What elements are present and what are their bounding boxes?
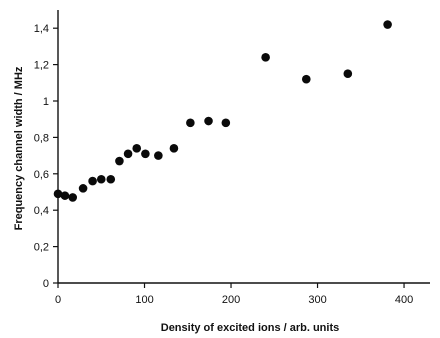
x-tick-label: 100: [135, 294, 153, 306]
data-point: [204, 116, 213, 126]
data-point: [132, 144, 142, 153]
data-point: [169, 144, 179, 153]
x-tick-label: 0: [55, 294, 61, 306]
axes: [57, 10, 430, 284]
data-point: [88, 176, 97, 186]
y-tick-label: 1,2: [34, 60, 49, 72]
y-tick-label: 0,6: [34, 169, 49, 181]
y-axis-label: Frequency channel width / MHz: [13, 66, 25, 230]
y-tick-label: 0,4: [34, 205, 49, 217]
y-tick-label: 0: [43, 278, 49, 290]
y-ticks: 0 0,2 0,4 0,6 0,8 1 1,2 1,4: [34, 23, 58, 290]
x-tick-label: 400: [395, 294, 413, 306]
y-tick-label: 0,8: [34, 132, 49, 144]
data-point: [115, 156, 124, 166]
data-point: [343, 69, 353, 78]
y-tick-label: 0,2: [34, 242, 49, 254]
data-point: [123, 149, 133, 159]
data-point: [53, 189, 63, 199]
data-point: [96, 174, 106, 184]
x-axis-label: Density of excited ions / arb. units: [161, 322, 339, 334]
y-tick-label: 1: [43, 96, 49, 108]
x-ticks: 0 100 200 300 400: [55, 283, 413, 306]
y-tick-label: 1,4: [34, 23, 49, 35]
data-point: [261, 53, 270, 62]
data-point: [154, 151, 163, 160]
data-point: [186, 118, 195, 128]
data-point: [221, 118, 231, 128]
data-point: [301, 74, 311, 84]
data-point: [141, 149, 150, 159]
data-point: [78, 184, 88, 193]
data-point: [383, 20, 392, 29]
x-tick-label: 300: [308, 294, 326, 306]
data-points: [53, 20, 392, 202]
data-point: [106, 174, 116, 184]
x-tick-label: 200: [222, 294, 240, 306]
data-point: [60, 191, 70, 200]
data-point: [68, 193, 78, 202]
